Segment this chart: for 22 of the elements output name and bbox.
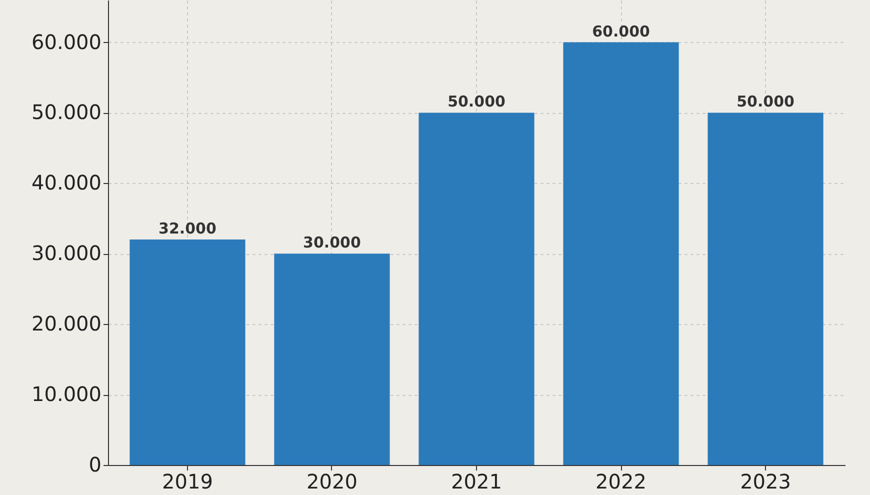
y-tick-label: 30.000 xyxy=(32,241,102,266)
x-tick-label: 2020 xyxy=(306,470,358,494)
y-tick-label: 40.000 xyxy=(32,170,102,195)
x-tick-label: 2022 xyxy=(596,470,646,494)
bar xyxy=(708,112,824,465)
data-label: 32.000 xyxy=(158,220,216,238)
data-label: 60.000 xyxy=(592,22,650,40)
y-tick-label: 0 xyxy=(88,452,102,476)
data-label: 30.000 xyxy=(303,234,361,252)
y-tick-label: 60.000 xyxy=(32,30,102,54)
x-tick-label: 2019 xyxy=(162,470,213,494)
y-tick-label: 20.000 xyxy=(32,312,102,336)
bar xyxy=(274,254,390,465)
y-tick-label: 10.000 xyxy=(32,382,102,406)
x-tick-label: 2021 xyxy=(451,470,502,494)
y-tick-label: 50.000 xyxy=(32,100,102,124)
bar xyxy=(418,112,534,465)
bar xyxy=(130,240,246,465)
bar xyxy=(563,42,679,465)
data-label: 50.000 xyxy=(448,92,506,111)
data-label: 50.000 xyxy=(736,92,794,111)
x-tick-label: 2023 xyxy=(740,470,791,494)
